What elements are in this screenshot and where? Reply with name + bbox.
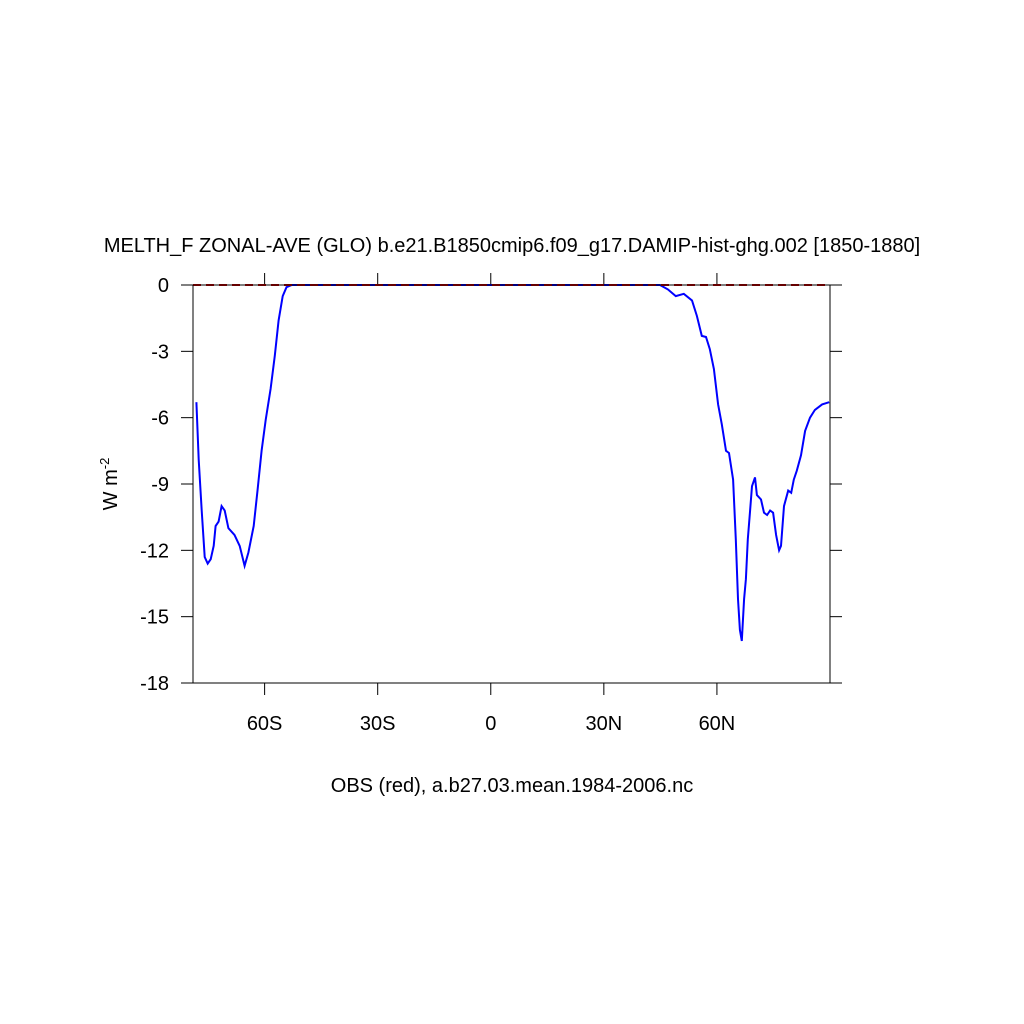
y-tick-label: -9 [151, 474, 169, 496]
data-line [195, 284, 830, 642]
y-label-text: W m [100, 469, 122, 510]
x-tick-label: 60N [699, 713, 736, 735]
y-tick-label: -6 [151, 408, 169, 430]
y-tick-label: -3 [151, 341, 169, 363]
x-tick-label: 60S [247, 713, 283, 735]
y-label-sup: -2 [97, 458, 112, 470]
x-tick-label: 0 [485, 713, 496, 735]
y-tick-label: 0 [158, 275, 169, 297]
chart-title: MELTH_F ZONAL-AVE (GLO) b.e21.B1850cmip6… [104, 235, 920, 257]
y-axis-label: W m-2 [97, 458, 122, 511]
y-tick-label: -12 [140, 540, 169, 562]
x-tick-label: 30N [585, 713, 622, 735]
x-tick-label: 30S [360, 713, 396, 735]
y-tick-label: -15 [140, 607, 169, 629]
y-tick-label: -18 [140, 673, 169, 695]
plot-frame [192, 284, 831, 684]
x-axis-label: OBS (red), a.b27.03.mean.1984-2006.nc [331, 775, 693, 797]
